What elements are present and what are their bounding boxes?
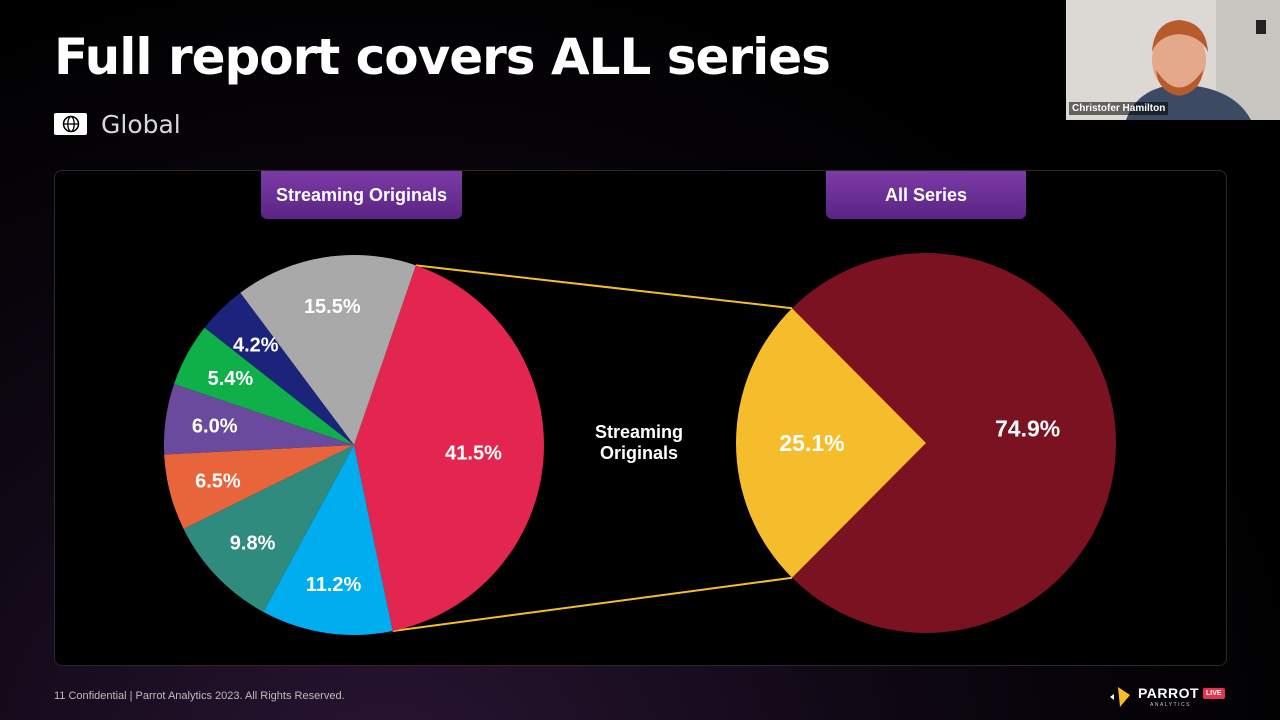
participant-avatar xyxy=(1066,0,1280,120)
pie-label-left-4: 6.0% xyxy=(192,416,238,438)
slide-footer: 11 Confidential | Parrot Analytics 2023.… xyxy=(54,690,345,702)
participant-name: Christofer Hamilton xyxy=(1069,102,1169,115)
pie-slice-right-all-series xyxy=(792,253,1116,633)
webcam-video: Christofer Hamilton xyxy=(1066,0,1280,120)
pie-slice-left-0 xyxy=(354,265,545,632)
pie-label-right-all-series: 74.9% xyxy=(995,416,1060,442)
pie-slice-left-3 xyxy=(164,445,354,529)
globe-icon xyxy=(54,113,87,135)
region-label: Global xyxy=(101,110,181,139)
parrot-logo-icon xyxy=(1110,687,1130,707)
logo-subtitle: ANALYTICS xyxy=(1150,702,1191,708)
pie-label-left-7: 15.5% xyxy=(304,296,361,318)
pie-label-left-5: 5.4% xyxy=(208,368,254,390)
pie-label-left-6: 4.2% xyxy=(233,334,279,356)
streaming-originals-callout: Streaming Originals xyxy=(594,422,684,463)
pie-label-left-2: 9.8% xyxy=(230,532,276,554)
pie-slice-left-6 xyxy=(204,292,354,445)
pie-slice-left-7 xyxy=(240,254,416,445)
pie-slice-left-4 xyxy=(163,383,354,455)
pie-label-left-3: 6.5% xyxy=(195,470,241,492)
parrot-analytics-logo: PARROT ANALYTICS LIVE xyxy=(1108,683,1228,711)
logo-wordmark: PARROT xyxy=(1138,685,1200,701)
pie-label-left-0: 41.5% xyxy=(445,443,502,465)
pie-label-left-1: 11.2% xyxy=(306,574,362,596)
pie-label-right-streaming-originals: 25.1% xyxy=(779,430,844,456)
connector-line-1 xyxy=(392,576,793,632)
slide-title: Full report covers ALL series xyxy=(54,28,831,86)
connector-line-0 xyxy=(415,264,793,310)
chart-title-all-series: All Series xyxy=(826,171,1026,219)
pie-slice-left-2 xyxy=(183,445,354,612)
pie-slice-left-5 xyxy=(174,327,354,445)
pie-slice-right-streaming-originals xyxy=(735,308,926,578)
live-badge: LIVE xyxy=(1203,688,1225,699)
pie-slice-left-1 xyxy=(263,445,393,636)
chart-title-streaming-originals: Streaming Originals xyxy=(261,171,462,219)
